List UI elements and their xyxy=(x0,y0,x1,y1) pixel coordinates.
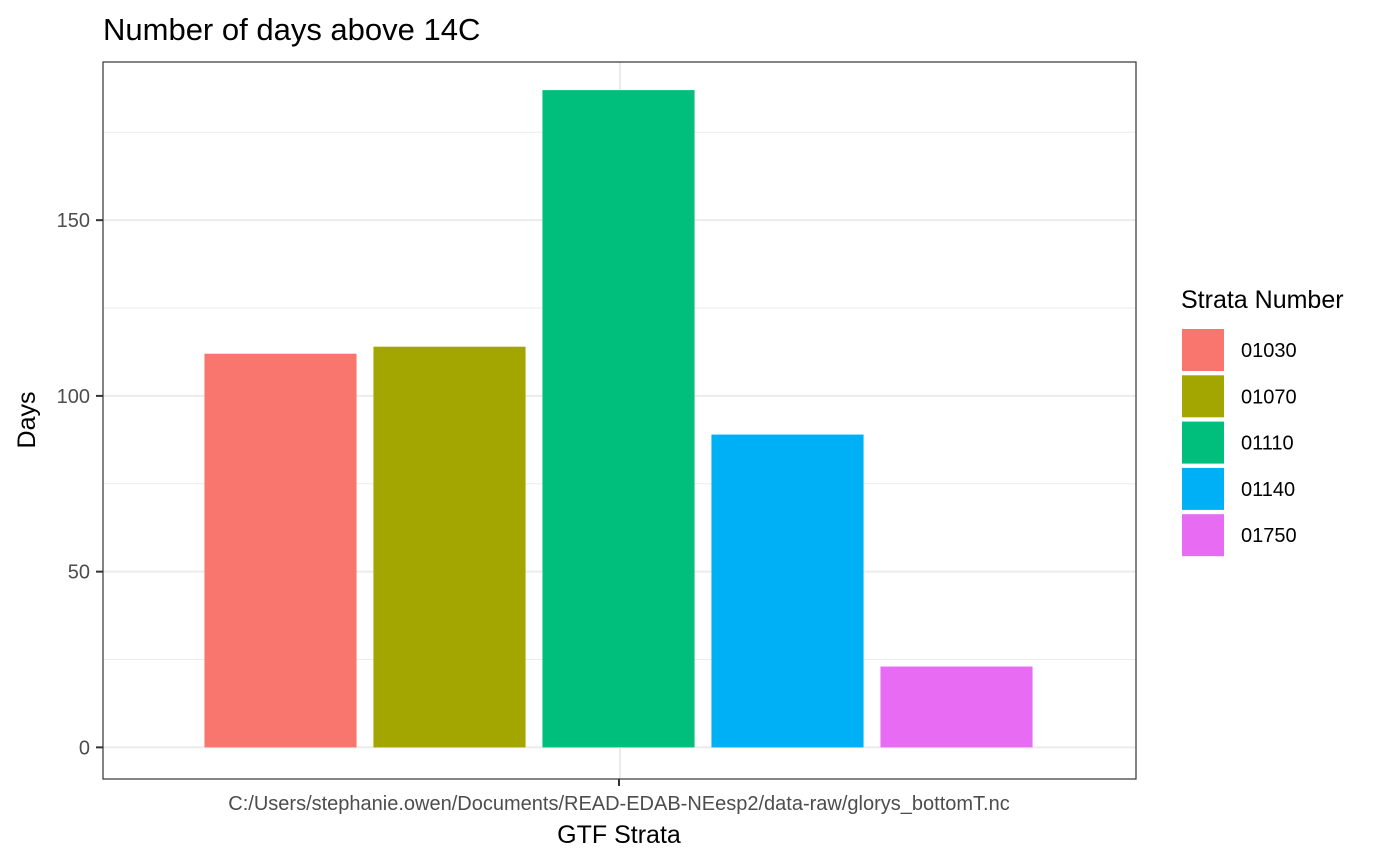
x-tick-label: C:/Users/stephanie.owen/Documents/READ-E… xyxy=(228,793,1009,815)
y-axis: 0 50 100 150 xyxy=(57,210,103,759)
legend-key-01110 xyxy=(1182,421,1224,464)
bars xyxy=(204,90,1033,748)
legend-key-01140 xyxy=(1182,467,1224,510)
legend-label-01140: 01140 xyxy=(1241,479,1295,501)
y-tick-label: 100 xyxy=(57,386,90,408)
bar-01030 xyxy=(204,353,357,748)
bar-01750 xyxy=(880,666,1033,748)
y-tick-label: 0 xyxy=(79,737,90,759)
legend: Strata Number 01030 01070 01110 01140 01750 xyxy=(1181,286,1344,557)
legend-title: Strata Number xyxy=(1181,286,1344,314)
legend-key-01750 xyxy=(1182,514,1224,557)
legend-label-01110: 01110 xyxy=(1241,433,1294,455)
legend-key-01070 xyxy=(1182,375,1224,418)
bar-01110 xyxy=(542,90,695,748)
x-axis-title: GTF Strata xyxy=(557,821,681,849)
legend-label-01030: 01030 xyxy=(1241,340,1297,362)
y-tick-label: 150 xyxy=(57,210,90,232)
legend-label-01070: 01070 xyxy=(1241,386,1297,408)
bar-01070 xyxy=(373,346,526,748)
bar-01140 xyxy=(711,434,864,748)
chart-title: Number of days above 14C xyxy=(103,12,480,47)
legend-label-01750: 01750 xyxy=(1241,525,1297,547)
legend-key-01030 xyxy=(1182,329,1224,371)
y-tick-label: 50 xyxy=(68,562,90,584)
y-axis-title: Days xyxy=(13,392,41,449)
